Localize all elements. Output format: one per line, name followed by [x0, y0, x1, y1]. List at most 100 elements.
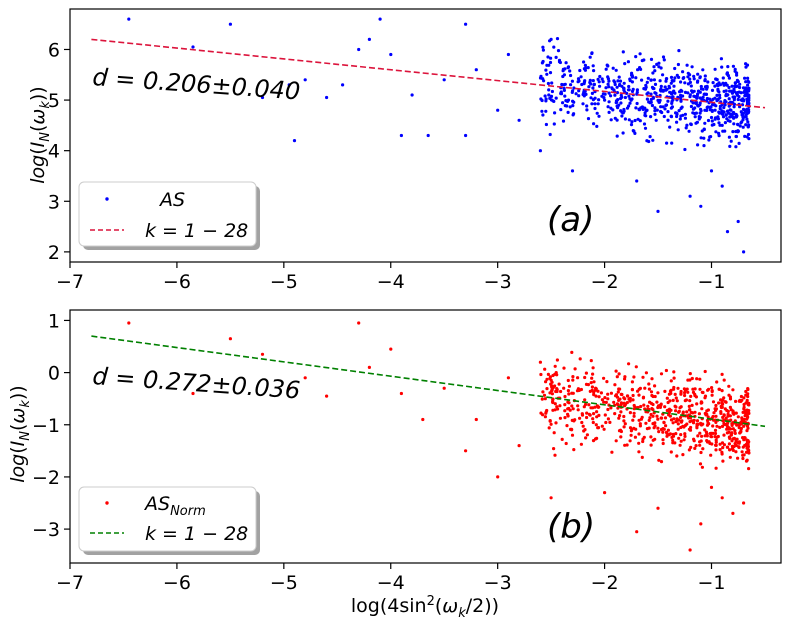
panel-a-data-point: [614, 68, 618, 72]
panel-b-data-point: [700, 434, 704, 438]
panel-a-data-point: [708, 135, 712, 139]
panel-b-data-point: [667, 413, 671, 417]
panel-b-data-point: [722, 378, 726, 382]
panel-b-data-point: [742, 396, 746, 400]
panel-b-data-point: [737, 399, 741, 403]
panel-a-data-point: [629, 98, 633, 102]
panel-a-data-point: [593, 96, 597, 100]
panel-a-data-point: [663, 107, 667, 111]
panel-a-data-point: [662, 58, 666, 62]
panel-b-data-point: [599, 391, 604, 395]
panel-a-data-point: [672, 84, 676, 88]
panel-b-data-point: [722, 421, 726, 426]
panel-a-data-point: [631, 87, 635, 91]
panel-a-data-point: [723, 99, 727, 103]
panel-a-data-point: [589, 96, 593, 100]
panel-a-data-point: [703, 121, 707, 125]
panel-a-data-point: [639, 106, 643, 110]
panel-a-data-point: [688, 194, 692, 198]
panel-a-data-point: [619, 101, 623, 105]
panel-a-data-point: [595, 111, 599, 115]
panel-a-data-point: [653, 69, 657, 73]
panel-b-data-point: [674, 409, 678, 413]
panel-a-data-point: [549, 94, 554, 98]
panel-b-data-point: [671, 398, 675, 402]
panel-b-data-point: [657, 430, 661, 434]
panel-a-data-point: [597, 114, 601, 118]
panel-a-data-point: [717, 81, 721, 85]
panel-b-data-point: [590, 385, 595, 389]
panel-a-data-point: [692, 94, 696, 98]
panel-a-data-point: [699, 204, 703, 208]
panel-a-data-point: [627, 118, 631, 122]
panel-b-data-point: [711, 414, 715, 419]
panel-b-data-point: [555, 405, 559, 409]
panel-a-data-point: [544, 97, 548, 101]
panel-b-data-point: [683, 432, 687, 436]
panel-b-data-point: [583, 428, 587, 432]
panel-b-data-point: [665, 434, 669, 438]
panel-b-data-point: [606, 407, 610, 412]
panel-a-data-point: [733, 81, 737, 85]
panel-b-data-point: [564, 441, 568, 446]
panel-a-data-point: [711, 81, 715, 85]
panel-a-data-point: [645, 97, 650, 101]
panel-b-data-point: [674, 432, 678, 436]
panel-a-data-point: [699, 84, 703, 89]
panel-a-data-point: [588, 55, 592, 59]
panel-a-data-point: [725, 72, 730, 76]
panel-b-data-point: [737, 423, 741, 427]
panel-b-data-point: [653, 421, 657, 425]
panel-b-data-point: [692, 437, 696, 441]
panel-a-data-point: [539, 97, 543, 101]
panel-b-data-point: [609, 406, 613, 410]
panel-a-data-point: [720, 184, 724, 188]
panel-b-data-point: [517, 444, 521, 448]
panel-b-data-point: [644, 421, 648, 425]
panel-b-data-point: [639, 404, 643, 409]
panel-b-data-point: [622, 396, 626, 400]
panel-b-data-point: [555, 387, 559, 391]
panel-b-data-point: [722, 433, 726, 437]
panel-a-data-point: [713, 84, 717, 88]
panel-a-data-point: [650, 103, 655, 108]
panel-a-data-point: [653, 82, 658, 86]
panel-a-data-point: [541, 59, 545, 64]
panel-b-data-point: [606, 417, 611, 421]
panel-b-data-point: [714, 443, 718, 447]
panel-b-data-point: [703, 428, 707, 432]
panel-a-data-point: [713, 108, 717, 112]
panel-a-data-point: [673, 66, 677, 71]
panel-a-data-point: [564, 61, 568, 65]
panel-a-data-point: [679, 106, 683, 110]
panel-b-data-point: [622, 414, 626, 419]
panel-b-data-point: [584, 371, 589, 375]
panel-a-data-point: [723, 103, 727, 107]
panel-a-data-point: [341, 83, 345, 87]
panel-b-data-point: [550, 387, 554, 391]
panel-b-axes-frame: [69, 309, 782, 564]
panel-b-x-tick-label: −7: [56, 572, 84, 594]
panel-b-data-point: [637, 432, 641, 436]
panel-a-data-point: [678, 117, 682, 121]
panel-a-data-point: [541, 113, 545, 117]
panel-b-data-point: [617, 372, 621, 376]
panel-a-data-point: [607, 91, 611, 95]
panel-b-data-point: [566, 389, 571, 393]
panel-b-data-point: [683, 423, 688, 428]
panel-b-data-point: [742, 424, 746, 428]
panel-a-data-point: [627, 88, 631, 92]
panel-b-data-point: [619, 410, 623, 414]
panel-a-data-point: [690, 89, 694, 93]
panel-a-data-point: [686, 71, 690, 75]
panel-a-data-point: [713, 67, 717, 71]
panel-b-data-point: [656, 405, 660, 410]
panel-a-data-point: [607, 100, 611, 104]
panel-a-data-point: [716, 84, 720, 88]
panel-a-scatter-points: [127, 17, 751, 254]
panel-b-data-point: [683, 393, 687, 398]
panel-a-data-point: [729, 112, 733, 116]
panel-a-data-point: [664, 77, 669, 81]
panel-b-data-point: [567, 384, 572, 388]
panel-a-data-point: [569, 83, 573, 87]
